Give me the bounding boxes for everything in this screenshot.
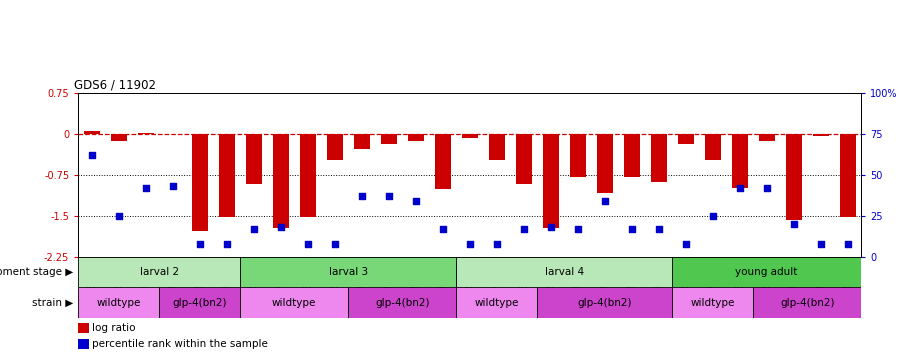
Bar: [435, 134, 450, 188]
Bar: [705, 134, 721, 160]
Point: [678, 241, 693, 247]
Bar: [240, 287, 348, 318]
Bar: [137, 133, 154, 134]
Point: [408, 198, 423, 204]
Point: [759, 185, 774, 191]
Text: development stage ▶: development stage ▶: [0, 267, 74, 277]
Bar: [753, 287, 861, 318]
Bar: [569, 134, 586, 177]
Text: glp-4(bn2): glp-4(bn2): [577, 297, 632, 308]
Bar: [597, 134, 612, 193]
Point: [274, 225, 288, 230]
Text: larval 3: larval 3: [329, 267, 367, 277]
Bar: [516, 134, 531, 184]
Point: [219, 241, 234, 247]
Bar: [159, 287, 240, 318]
Text: strain ▶: strain ▶: [32, 297, 74, 308]
Point: [381, 193, 396, 199]
Bar: [78, 339, 89, 349]
Bar: [111, 134, 127, 141]
Point: [489, 241, 504, 247]
Bar: [78, 287, 159, 318]
Bar: [786, 134, 802, 220]
Bar: [456, 257, 672, 287]
Point: [247, 226, 262, 232]
Bar: [672, 257, 861, 287]
Bar: [650, 134, 667, 182]
Point: [138, 185, 153, 191]
Point: [355, 193, 369, 199]
Bar: [731, 134, 748, 187]
Point: [787, 221, 801, 227]
Point: [111, 213, 126, 219]
Point: [300, 241, 315, 247]
Bar: [78, 323, 89, 333]
Bar: [299, 134, 316, 217]
Bar: [461, 134, 478, 138]
Bar: [84, 131, 99, 134]
Bar: [678, 134, 694, 144]
Bar: [812, 134, 829, 136]
Text: glp-4(bn2): glp-4(bn2): [172, 297, 227, 308]
Bar: [273, 134, 289, 228]
Bar: [489, 134, 505, 160]
Text: percentile rank within the sample: percentile rank within the sample: [92, 339, 268, 349]
Text: glp-4(bn2): glp-4(bn2): [780, 297, 834, 308]
Point: [327, 241, 342, 247]
Bar: [456, 287, 537, 318]
Bar: [348, 287, 456, 318]
Point: [543, 225, 558, 230]
Bar: [408, 134, 424, 141]
Text: larval 2: larval 2: [140, 267, 179, 277]
Text: wildtype: wildtype: [272, 297, 317, 308]
Point: [624, 226, 639, 232]
Bar: [542, 134, 559, 228]
Point: [436, 226, 450, 232]
Point: [570, 226, 585, 232]
Point: [651, 226, 666, 232]
Text: wildtype: wildtype: [474, 297, 519, 308]
Bar: [246, 134, 262, 184]
Text: young adult: young adult: [736, 267, 798, 277]
Bar: [78, 257, 240, 287]
Point: [85, 152, 99, 158]
Point: [462, 241, 477, 247]
Bar: [218, 134, 235, 217]
Point: [705, 213, 720, 219]
Bar: [327, 134, 343, 160]
Text: glp-4(bn2): glp-4(bn2): [375, 297, 429, 308]
Point: [192, 241, 207, 247]
Text: wildtype: wildtype: [691, 297, 735, 308]
Bar: [840, 134, 856, 217]
Bar: [192, 134, 208, 231]
Point: [840, 241, 855, 247]
Text: log ratio: log ratio: [92, 323, 136, 333]
Text: larval 4: larval 4: [544, 267, 584, 277]
Bar: [759, 134, 775, 141]
Text: GDS6 / 11902: GDS6 / 11902: [75, 79, 157, 92]
Bar: [672, 287, 753, 318]
Bar: [380, 134, 397, 144]
Point: [517, 226, 531, 232]
Point: [813, 241, 828, 247]
Point: [732, 185, 747, 191]
Text: wildtype: wildtype: [97, 297, 141, 308]
Bar: [240, 257, 456, 287]
Bar: [624, 134, 640, 177]
Point: [598, 198, 612, 204]
Point: [166, 183, 181, 189]
Bar: [354, 134, 370, 149]
Bar: [537, 287, 672, 318]
